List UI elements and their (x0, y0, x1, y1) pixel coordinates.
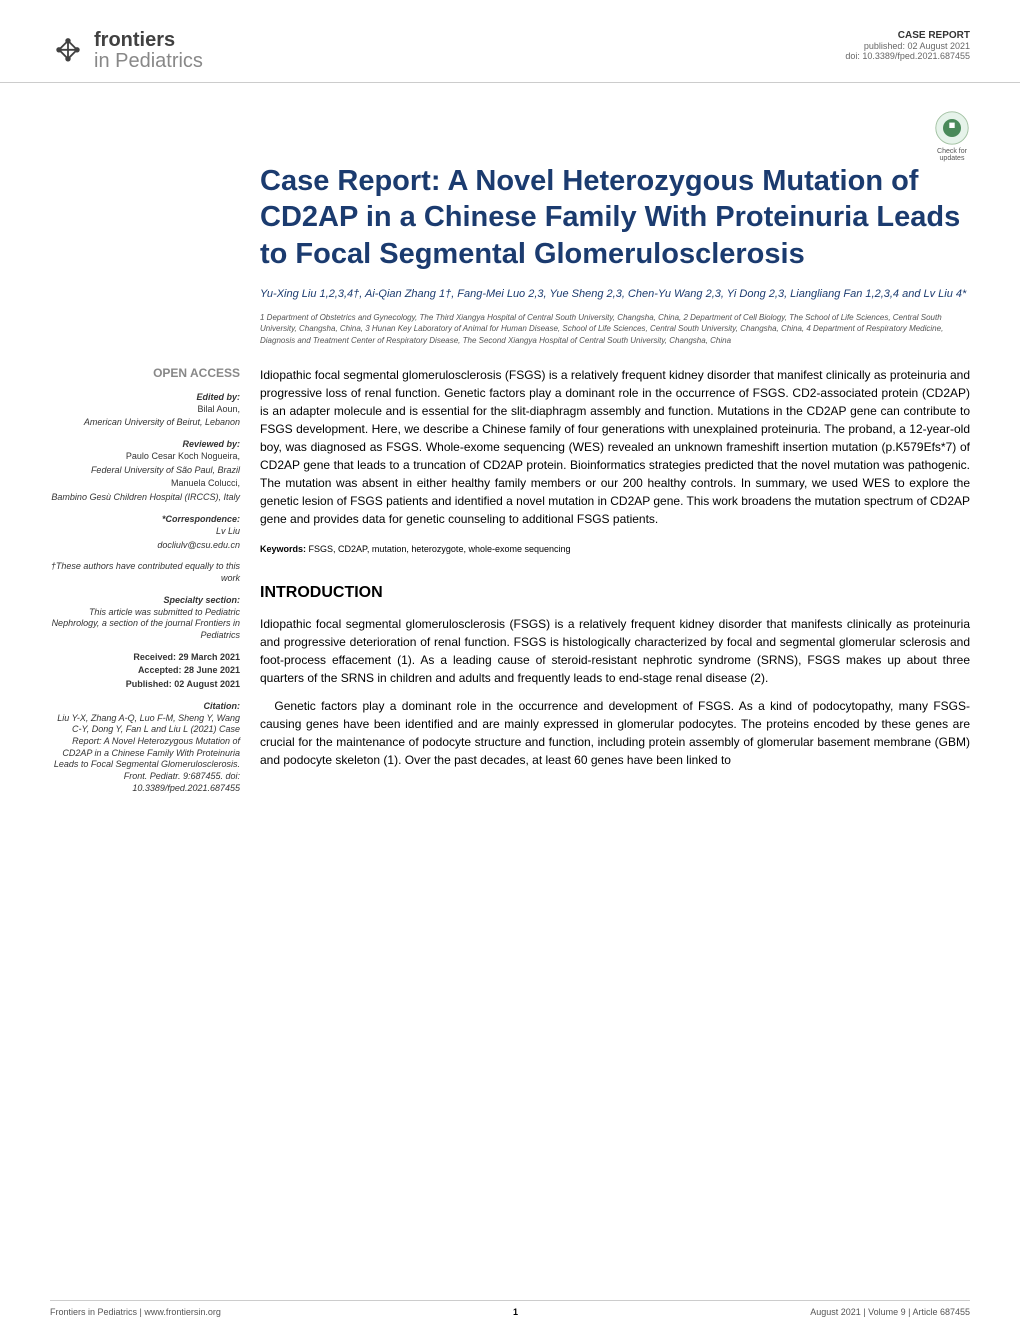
introduction-body: Idiopathic focal segmental glomeruloscle… (260, 615, 970, 769)
correspondence-label: *Correspondence: (50, 514, 240, 524)
reviewer2-aff: Bambino Gesù Children Hospital (IRCCS), … (50, 492, 240, 504)
sidebar: OPEN ACCESS Edited by: Bilal Aoun, Ameri… (50, 366, 260, 797)
main-content: Idiopathic focal segmental glomeruloscle… (260, 366, 970, 797)
reviewer1-name: Paulo Cesar Koch Nogueira, (50, 451, 240, 463)
correspondence-name: Lv Liu (50, 526, 240, 538)
footer-left[interactable]: Frontiers in Pediatrics | www.frontiersi… (50, 1307, 221, 1317)
article-type: CASE REPORT (845, 30, 970, 41)
keywords-text: FSGS, CD2AP, mutation, heterozygote, who… (309, 544, 571, 554)
keywords-label: Keywords: (260, 544, 306, 554)
correspondence-email[interactable]: docliulv@csu.edu.cn (50, 540, 240, 552)
specialty-text: This article was submitted to Pediatric … (50, 607, 240, 642)
specialty-label: Specialty section: (50, 595, 240, 605)
edited-by-aff: American University of Beirut, Lebanon (50, 417, 240, 429)
footer-right: August 2021 | Volume 9 | Article 687455 (810, 1307, 970, 1317)
journal-logo: frontiers in Pediatrics (50, 30, 203, 72)
affiliations: 1 Department of Obstetrics and Gynecolog… (260, 312, 970, 346)
header-meta: CASE REPORT published: 02 August 2021 do… (845, 30, 970, 72)
logo-text-bottom: in Pediatrics (94, 50, 203, 72)
abstract: Idiopathic focal segmental glomeruloscle… (260, 366, 970, 528)
published-date: published: 02 August 2021 (845, 41, 970, 51)
citation-text: Liu Y-X, Zhang A-Q, Luo F-M, Sheng Y, Wa… (50, 713, 240, 795)
received-date: Received: 29 March 2021 (133, 652, 240, 662)
page-header: frontiers in Pediatrics CASE REPORT publ… (0, 0, 1020, 83)
check-updates-icon (934, 110, 970, 146)
introduction-heading: INTRODUCTION (260, 581, 970, 605)
keywords-block: Keywords: FSGS, CD2AP, mutation, heteroz… (260, 543, 970, 557)
edited-by-name: Bilal Aoun, (50, 404, 240, 416)
article-title: Case Report: A Novel Heterozygous Mutati… (260, 163, 970, 272)
intro-paragraph-2: Genetic factors play a dominant role in … (260, 697, 970, 769)
accepted-date: Accepted: 28 June 2021 (138, 665, 240, 675)
reviewed-by-label: Reviewed by: (50, 439, 240, 449)
check-updates-label: Check for updates (934, 148, 970, 162)
page-footer: Frontiers in Pediatrics | www.frontiersi… (50, 1300, 970, 1317)
reviewer2-name: Manuela Colucci, (50, 478, 240, 490)
published-date-sidebar: Published: 02 August 2021 (126, 679, 240, 689)
citation-label: Citation: (50, 701, 240, 711)
intro-paragraph-1: Idiopathic focal segmental glomeruloscle… (260, 615, 970, 687)
frontiers-logo-icon (50, 30, 86, 66)
reviewer1-aff: Federal University of São Paul, Brazil (50, 465, 240, 477)
edited-by-label: Edited by: (50, 392, 240, 402)
open-access-label: OPEN ACCESS (50, 366, 240, 380)
equal-contrib-note: †These authors have contributed equally … (50, 561, 240, 584)
logo-text-top: frontiers (94, 30, 203, 50)
doi: doi: 10.3389/fped.2021.687455 (845, 51, 970, 61)
authors-list: Yu-Xing Liu 1,2,3,4†, Ai-Qian Zhang 1†, … (260, 287, 970, 302)
page-number: 1 (513, 1307, 518, 1317)
check-updates-badge[interactable]: Check for updates (934, 110, 970, 162)
